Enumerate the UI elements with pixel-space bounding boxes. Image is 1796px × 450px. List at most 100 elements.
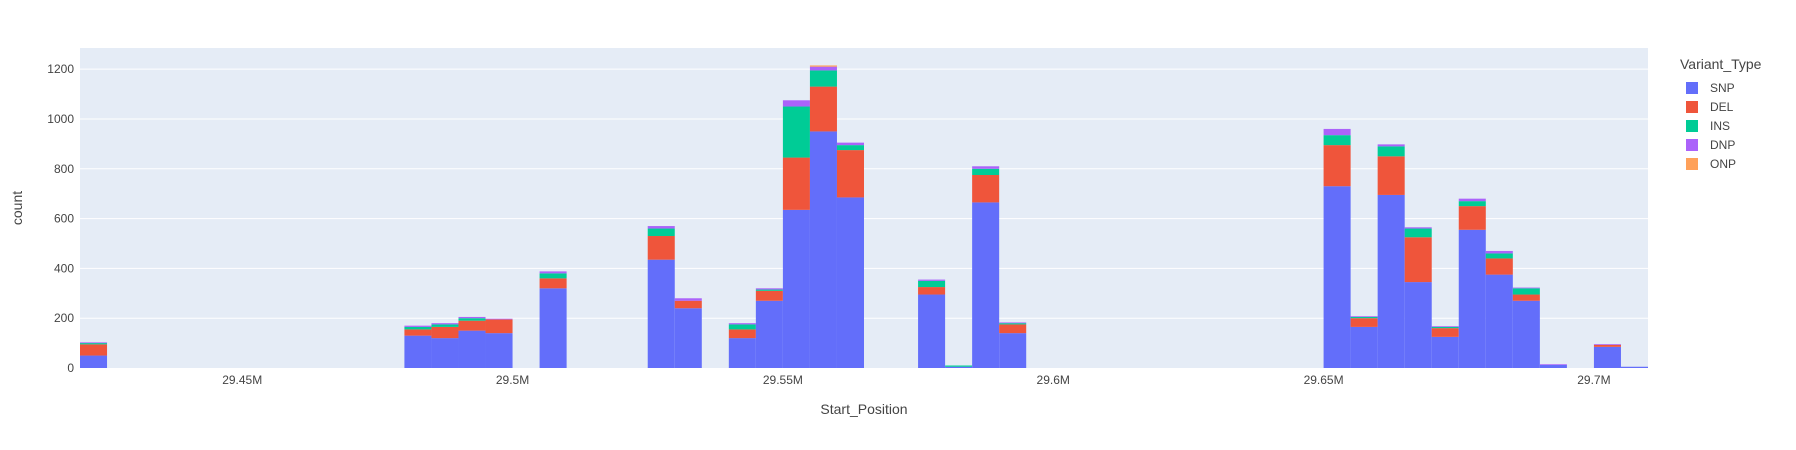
bar-del: [485, 319, 513, 334]
bar-ins: [728, 324, 756, 330]
legend-item-del[interactable]: DEL: [1680, 97, 1790, 116]
bar-snp: [945, 366, 973, 368]
bar-del: [782, 157, 810, 210]
bar-snp: [1620, 366, 1648, 368]
bar-snp: [918, 294, 946, 368]
x-tick-label: 29.7M: [1577, 373, 1610, 387]
bar-snp: [404, 335, 432, 368]
legend: Variant_Type SNP DEL INS DNP ONP: [1680, 56, 1790, 173]
bar-dnp: [809, 66, 837, 71]
bar-snp: [836, 197, 864, 368]
bar-dnp: [1512, 287, 1540, 289]
bar-del: [647, 236, 675, 260]
bar-snp: [1593, 346, 1621, 368]
legend-swatch: [1686, 119, 1698, 132]
bar-del: [918, 287, 946, 295]
bar-dnp: [972, 166, 1000, 169]
bar-snp: [782, 209, 810, 368]
legend-item-dnp[interactable]: DNP: [1680, 135, 1790, 154]
legend-item-onp[interactable]: ONP: [1680, 154, 1790, 173]
x-axis-title: Start_Position: [820, 401, 907, 417]
bar-ins: [999, 323, 1027, 325]
x-tick-label: 29.6M: [1037, 373, 1070, 387]
bar-snp: [809, 131, 837, 368]
bar-snp: [728, 338, 756, 368]
bar-dnp: [1404, 227, 1432, 229]
bar-dnp: [80, 342, 108, 344]
bar-onp: [809, 65, 837, 67]
bar-ins: [539, 273, 567, 279]
bar-ins: [755, 289, 783, 291]
bar-ins: [918, 280, 946, 288]
bar-del: [1512, 294, 1540, 301]
bar-dnp: [728, 323, 756, 325]
legend-label: ONP: [1710, 156, 1737, 171]
legend-item-ins[interactable]: INS: [1680, 116, 1790, 135]
bar-del: [999, 324, 1027, 334]
legend-swatch: [1686, 81, 1698, 94]
legend-label: DEL: [1710, 99, 1734, 114]
bar-ins: [972, 168, 1000, 176]
bar-dnp: [1458, 198, 1486, 202]
bar-del: [404, 329, 432, 336]
x-tick-label: 29.55M: [763, 373, 803, 387]
bar-snp: [1458, 229, 1486, 368]
bar-ins: [836, 145, 864, 151]
bar-del: [809, 86, 837, 132]
legend-swatch: [1686, 157, 1698, 170]
bar-del: [674, 300, 702, 309]
bar-del: [1377, 156, 1405, 195]
bar-ins: [80, 343, 108, 345]
bar-snp: [1485, 274, 1513, 368]
bar-del: [836, 150, 864, 198]
legend-swatch: [1686, 100, 1698, 113]
bar-snp: [1377, 194, 1405, 368]
y-tick-label: 600: [54, 212, 74, 226]
bar-del: [80, 344, 108, 356]
y-axis-title: count: [9, 191, 25, 225]
bar-snp: [458, 330, 486, 368]
bar-snp: [539, 288, 567, 368]
bar-ins: [1458, 201, 1486, 207]
bar-ins: [431, 324, 459, 327]
bar-del: [1404, 237, 1432, 283]
bar-snp: [1431, 336, 1459, 368]
bar-ins: [647, 228, 675, 237]
bar-ins: [1404, 228, 1432, 238]
bar-del: [1323, 145, 1351, 187]
y-tick-label: 800: [54, 162, 74, 176]
bar-dnp: [539, 271, 567, 274]
bar-del: [1485, 258, 1513, 275]
legend-label: INS: [1710, 118, 1731, 133]
bar-snp: [972, 202, 1000, 368]
bar-ins: [945, 365, 973, 367]
bar-dnp: [1350, 316, 1378, 317]
bar-dnp: [918, 279, 946, 281]
legend-swatch: [1686, 138, 1698, 151]
bar-dnp: [836, 142, 864, 146]
x-tick-label: 29.45M: [222, 373, 262, 387]
bar-ins: [1512, 288, 1540, 295]
bar-snp: [755, 300, 783, 368]
bar-del: [458, 320, 486, 331]
bar-dnp: [431, 323, 459, 325]
bar-dnp: [782, 100, 810, 107]
bar-del: [539, 278, 567, 289]
bar-ins: [1431, 326, 1459, 329]
bars: [80, 65, 1648, 368]
bar-snp: [1512, 300, 1540, 368]
bar-snp: [431, 338, 459, 368]
bar-dnp: [485, 318, 513, 320]
bar-dnp: [999, 322, 1027, 324]
bar-snp: [1404, 282, 1432, 368]
bar-dnp: [1539, 364, 1567, 366]
y-tick-label: 200: [54, 311, 74, 325]
bar-del: [1350, 318, 1378, 327]
legend-item-snp[interactable]: SNP: [1680, 78, 1790, 97]
bar-snp: [1350, 326, 1378, 368]
bar-dnp: [404, 325, 432, 327]
bar-del: [972, 175, 1000, 203]
bar-del: [755, 290, 783, 301]
bar-dnp: [1431, 326, 1459, 327]
